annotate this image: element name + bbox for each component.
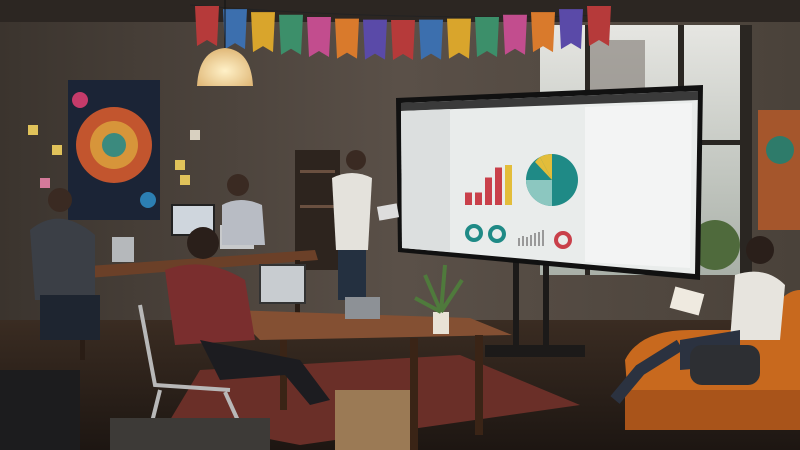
wall-art-detail [766,136,794,164]
bunting-flag [363,19,387,60]
browser-toolbar [401,91,698,111]
cardboard-box [335,390,410,450]
laptop-center [345,297,380,319]
bunting-flag [587,6,611,46]
chart-bar [485,177,492,205]
wall-painting-mask [68,80,160,220]
foreground-table-edge [110,418,270,450]
bunting-flag [503,14,527,55]
bunting-flag [475,16,499,57]
screen-stand [485,262,585,357]
chart-bar [495,167,502,205]
bunting-flags [195,6,611,60]
large-display [396,85,703,280]
bunting-flag [195,6,219,46]
potted-plant [414,264,464,334]
shelf-board [300,170,335,173]
bunting-flag [447,18,471,59]
bunting-flag [419,19,443,60]
bunting-flag [223,9,247,50]
shelf-board [300,205,335,208]
paper-document [669,286,705,316]
donut-charts [465,224,572,249]
mini-bar-chart [518,230,544,246]
person-standing [332,150,372,300]
dashboard-sidebar [401,109,450,252]
pie-chart [526,154,578,206]
laptop-left [112,237,134,262]
chart-bar [465,192,472,205]
bunting-flag [531,12,555,53]
bunting-flag [251,12,275,53]
ceiling-beam [0,0,800,22]
bunting-flag [335,18,359,59]
bunting-flag [391,20,415,60]
bar-chart [465,165,512,205]
person-back-desk [222,174,265,245]
foreground-chair-left [0,370,80,450]
pendant-lamp [197,48,253,86]
tablet [376,203,400,221]
laptop-front [259,264,306,304]
chart-bar [475,192,482,205]
person-left-seated [30,188,100,340]
bunting-flag [307,16,331,57]
wall-art-right [758,110,800,230]
bunting-flag [279,14,303,55]
bunting-flag [559,9,583,50]
sticky-notes [28,125,200,188]
dashboard-side-panel [585,103,692,268]
chart-bar [505,165,512,205]
person-plaid-shirt [165,227,330,405]
blanket [690,345,760,385]
